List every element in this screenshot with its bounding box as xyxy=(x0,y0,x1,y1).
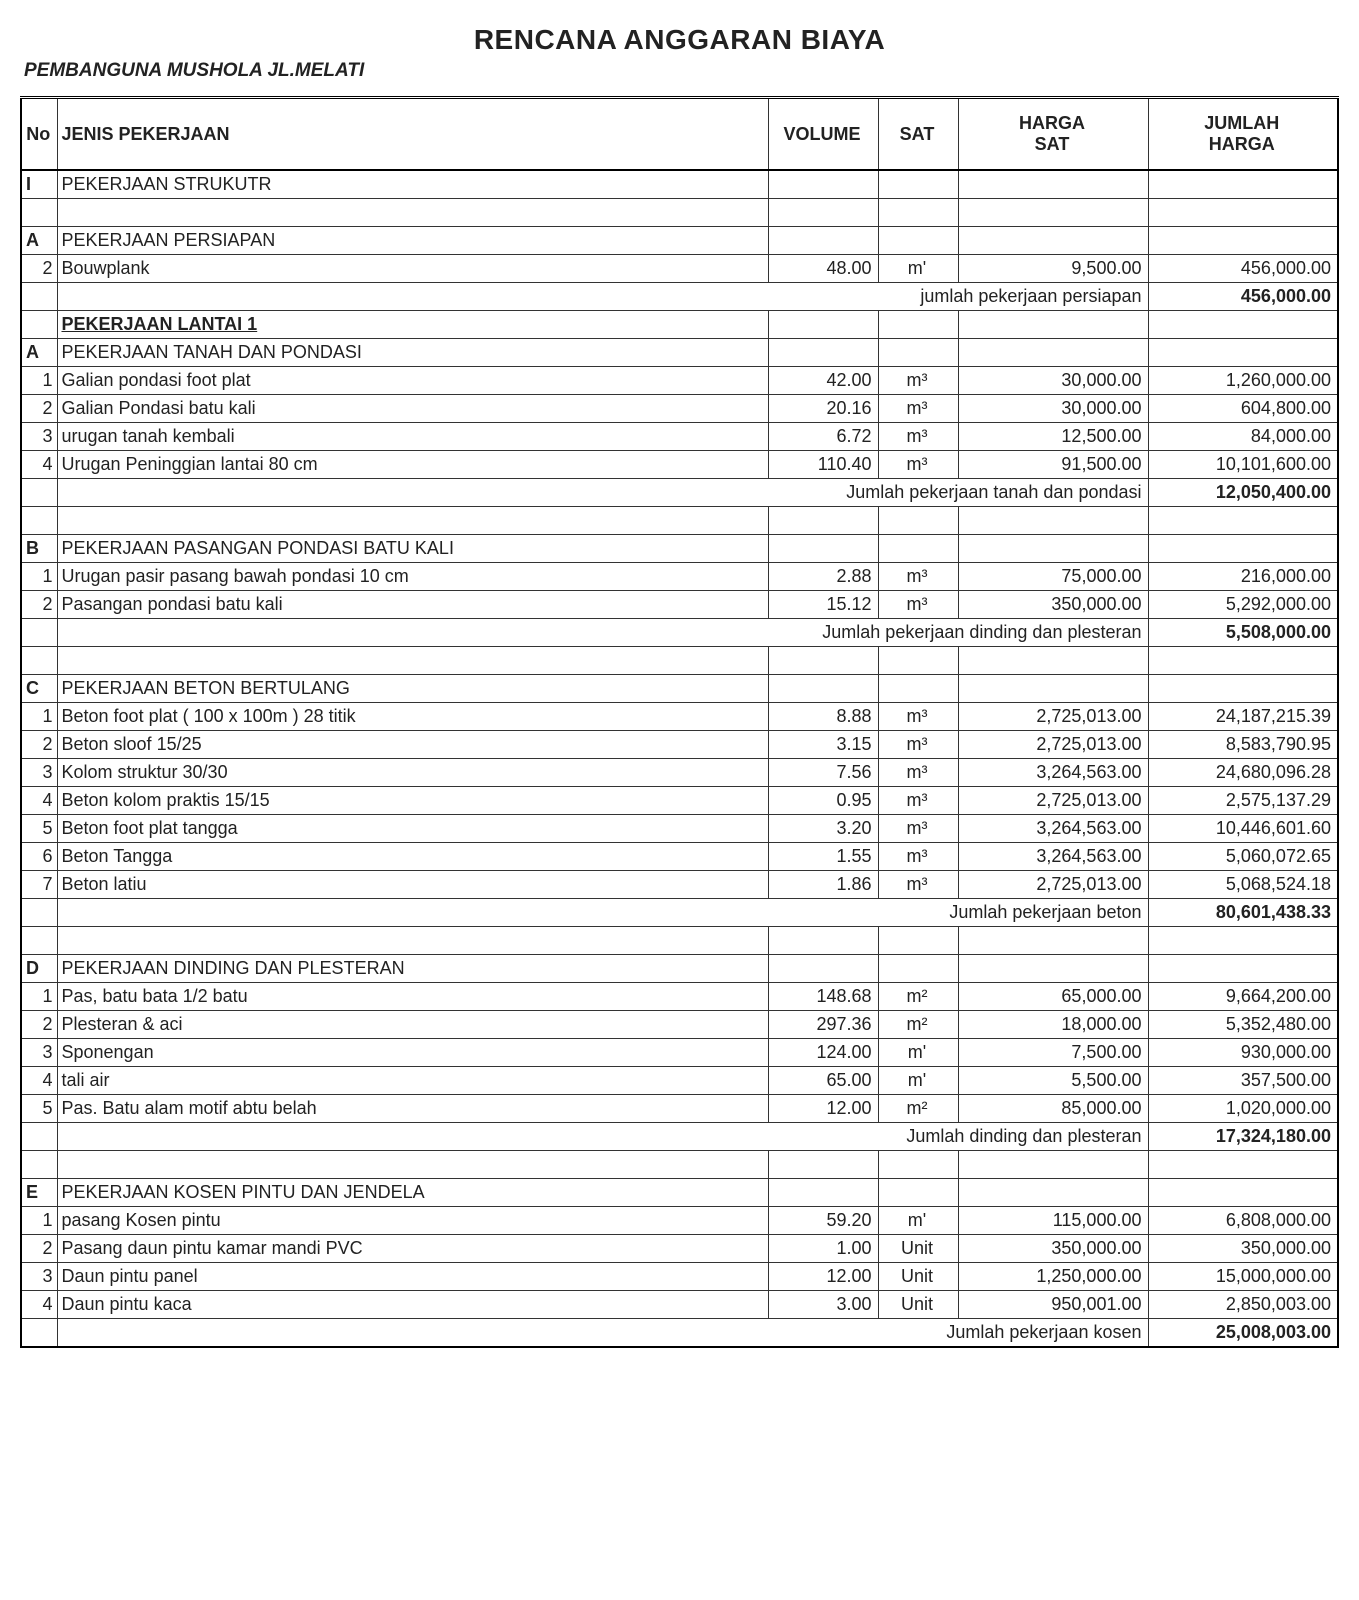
table-row: Jumlah pekerjaan kosen25,008,003.00 xyxy=(21,1319,1338,1348)
col-desc: JENIS PEKERJAAN xyxy=(57,98,768,171)
table-row: 1Pas, batu bata 1/2 batu148.68m²65,000.0… xyxy=(21,983,1338,1011)
table-row: 4Urugan Peninggian lantai 80 cm110.40m³9… xyxy=(21,451,1338,479)
table-row: 2Bouwplank48.00m'9,500.00456,000.00 xyxy=(21,255,1338,283)
table-row: Jumlah pekerjaan dinding dan plesteran5,… xyxy=(21,619,1338,647)
table-row: CPEKERJAAN BETON BERTULANG xyxy=(21,675,1338,703)
table-row: 2Pasang daun pintu kamar mandi PVC1.00Un… xyxy=(21,1235,1338,1263)
table-row: 1Urugan pasir pasang bawah pondasi 10 cm… xyxy=(21,563,1338,591)
table-row: 1Galian pondasi foot plat42.00m³30,000.0… xyxy=(21,367,1338,395)
table-row: 3Kolom struktur 30/307.56m³3,264,563.002… xyxy=(21,759,1338,787)
table-row xyxy=(21,507,1338,535)
table-row: Jumlah pekerjaan tanah dan pondasi12,050… xyxy=(21,479,1338,507)
table-row: Jumlah dinding dan plesteran17,324,180.0… xyxy=(21,1123,1338,1151)
table-row: 1Beton foot plat ( 100 x 100m ) 28 titik… xyxy=(21,703,1338,731)
table-row: 3Daun pintu panel12.00Unit1,250,000.0015… xyxy=(21,1263,1338,1291)
table-row: 2Galian Pondasi batu kali20.16m³30,000.0… xyxy=(21,395,1338,423)
table-row: Jumlah pekerjaan beton80,601,438.33 xyxy=(21,899,1338,927)
table-row xyxy=(21,927,1338,955)
table-row: BPEKERJAAN PASANGAN PONDASI BATU KALI xyxy=(21,535,1338,563)
page-title: RENCANA ANGGARAN BIAYA xyxy=(20,24,1339,56)
table-row: DPEKERJAAN DINDING DAN PLESTERAN xyxy=(21,955,1338,983)
table-row: EPEKERJAAN KOSEN PINTU DAN JENDELA xyxy=(21,1179,1338,1207)
table-row: PEKERJAAN LANTAI 1 xyxy=(21,311,1338,339)
table-row xyxy=(21,647,1338,675)
table-row xyxy=(21,1151,1338,1179)
table-row: APEKERJAAN TANAH DAN PONDASI xyxy=(21,339,1338,367)
table-row: 6Beton Tangga1.55m³3,264,563.005,060,072… xyxy=(21,843,1338,871)
project-subtitle: PEMBANGUNA MUSHOLA JL.MELATI xyxy=(24,60,1339,82)
col-sat: SAT xyxy=(878,98,958,171)
table-row: jumlah pekerjaan persiapan456,000.00 xyxy=(21,283,1338,311)
table-row: 4tali air65.00m'5,500.00357,500.00 xyxy=(21,1067,1338,1095)
col-hs: HARGA SAT xyxy=(958,98,1148,171)
table-row: 2Pasangan pondasi batu kali15.12m³350,00… xyxy=(21,591,1338,619)
col-vol: VOLUME xyxy=(768,98,878,171)
table-row: 5Pas. Batu alam motif abtu belah12.00m²8… xyxy=(21,1095,1338,1123)
table-row: 1pasang Kosen pintu59.20m'115,000.006,80… xyxy=(21,1207,1338,1235)
table-body: IPEKERJAAN STRUKUTR APEKERJAAN PERSIAPAN… xyxy=(21,170,1338,1347)
table-row: 2Beton sloof 15/253.15m³2,725,013.008,58… xyxy=(21,731,1338,759)
col-no: No xyxy=(21,98,57,171)
table-row: 5Beton foot plat tangga3.20m³3,264,563.0… xyxy=(21,815,1338,843)
budget-table: No JENIS PEKERJAAN VOLUME SAT HARGA SAT … xyxy=(20,96,1339,1348)
table-header-row: No JENIS PEKERJAAN VOLUME SAT HARGA SAT … xyxy=(21,98,1338,171)
table-row: APEKERJAAN PERSIAPAN xyxy=(21,227,1338,255)
col-jh: JUMLAH HARGA xyxy=(1148,98,1338,171)
table-row xyxy=(21,199,1338,227)
table-row: 4Daun pintu kaca3.00Unit950,001.002,850,… xyxy=(21,1291,1338,1319)
table-row: IPEKERJAAN STRUKUTR xyxy=(21,170,1338,199)
table-row: 3Sponengan124.00m'7,500.00930,000.00 xyxy=(21,1039,1338,1067)
table-row: 7Beton latiu1.86m³2,725,013.005,068,524.… xyxy=(21,871,1338,899)
table-row: 2Plesteran & aci297.36m²18,000.005,352,4… xyxy=(21,1011,1338,1039)
table-row: 3urugan tanah kembali6.72m³12,500.0084,0… xyxy=(21,423,1338,451)
table-row: 4Beton kolom praktis 15/150.95m³2,725,01… xyxy=(21,787,1338,815)
